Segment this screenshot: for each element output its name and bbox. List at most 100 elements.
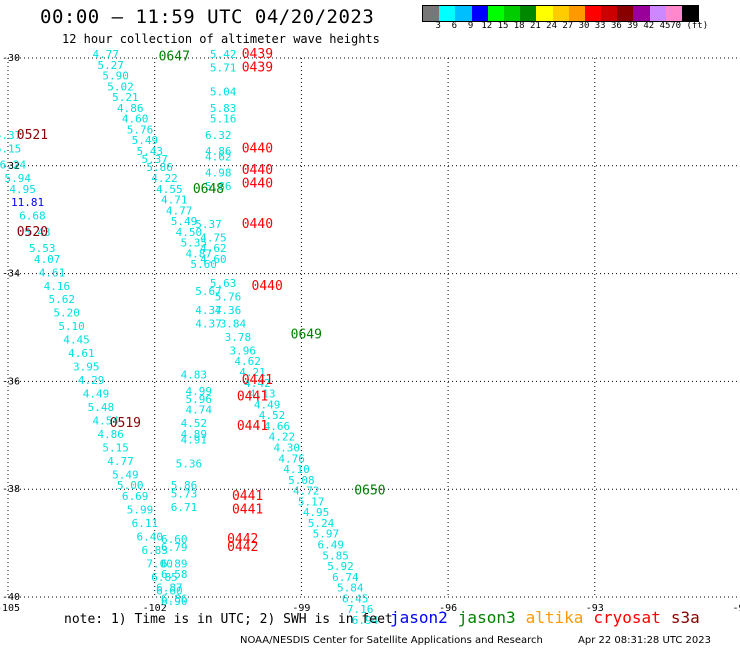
swh-value-label: 6.71 [171, 501, 198, 514]
swh-value-label: 5.02 [107, 80, 134, 93]
pass-time-label: 0440 [242, 176, 273, 191]
swh-value-label: 4.76 [278, 452, 305, 465]
swh-value-label: 5.35 [181, 237, 208, 250]
swh-value-label: 4.60 [122, 113, 149, 126]
swh-value-label: 5.76 [215, 291, 242, 304]
swh-value-label: 4.62 [205, 150, 232, 163]
swh-value-label: 6.15 [0, 142, 21, 155]
swh-value-label: 6.79 [161, 541, 188, 554]
colorbar-swatch [487, 6, 504, 21]
swh-value-label: 6.74 [332, 571, 359, 584]
swh-value-label: 4.61 [39, 266, 66, 279]
pass-time-label: 0440 [252, 279, 283, 294]
swh-value-label: 6.49 [317, 538, 344, 551]
lon-tick-label: -96 [439, 603, 457, 614]
swh-value-label: 6.87 [156, 582, 183, 595]
colorbar-tick: 36 [610, 21, 622, 31]
lon-tick-label: -102 [143, 603, 167, 614]
colorbar-swatch [584, 6, 602, 21]
colorbar-tick: 21 [529, 21, 541, 31]
swh-value-label: 4.07 [34, 253, 61, 266]
swh-value-label: 4.30 [273, 441, 300, 454]
swh-value-label: 4.95 [9, 183, 36, 196]
swh-value-label: 5.37 [141, 153, 168, 166]
legend-item-jason3: jason3 [457, 608, 516, 627]
pass-time-label: 0441 [237, 419, 268, 434]
swh-value-label: 4.10 [283, 463, 310, 476]
colorbar-swatch [682, 6, 699, 21]
swh-value-label: 4.77 [166, 204, 193, 217]
colorbar-tick: 27 [562, 21, 574, 31]
swh-value-label: 6.89 [161, 557, 188, 570]
colorbar-swatch [601, 6, 618, 21]
axis-labels: -105 -102 -99 -96 -93 -90 -30 -32 -34 -36 -38 -40 [0, 53, 740, 614]
swh-value-label: 4.74 [185, 404, 212, 417]
swh-value-label: 6.94 [352, 614, 379, 627]
swh-value-label: 5.83 [210, 102, 237, 115]
pass-time-label: 0647 [159, 50, 190, 65]
swh-value-label: 4.22 [269, 431, 296, 444]
pass-time-label: 0649 [291, 327, 322, 342]
swh-value-label: 5.24 [308, 517, 335, 530]
pass-time-label: 0441 [237, 389, 268, 404]
colorbar-swatch [471, 6, 488, 21]
swh-value-label: 5.84 [337, 582, 364, 595]
swh-value-label: 4.98 [205, 167, 232, 180]
swh-value-label: 3.95 [73, 361, 100, 374]
colorbar-tick: 24 [546, 21, 558, 31]
lat-tick-label: -38 [2, 484, 20, 495]
colorbar-swatch [665, 6, 682, 21]
colorbar-tick: 3 [435, 21, 441, 31]
swh-value-label: 5.49 [112, 468, 139, 481]
colorbar-swatch [633, 6, 650, 21]
legend-item-jason2: jason2 [390, 608, 448, 627]
timestamp-text: Apr 22 08:31:28 UTC 2023 [578, 635, 711, 646]
swh-value-label: 5.16 [210, 113, 237, 126]
footer-note: note: 1) Time is in UTC; 2) SWH is in fe… [64, 612, 393, 627]
swh-value-label: 4.55 [156, 183, 183, 196]
lon-tick-label: -90 [732, 603, 740, 614]
pass-time-label: 0440 [242, 217, 273, 232]
swh-value-label: 4.49 [83, 388, 110, 401]
swh-value-label: 4.99 [185, 385, 212, 398]
pass-time-label: 0441 [232, 502, 263, 517]
swh-value-label: 4.77 [93, 48, 120, 61]
lat-tick-label: -34 [2, 269, 20, 280]
pass-time-label: 0439 [242, 60, 273, 75]
swh-value-label: 7.00 [146, 557, 173, 570]
legend-item-cryosat: cryosat [593, 608, 661, 627]
swh-value-label: 5.60 [190, 258, 217, 271]
swh-value-label: 4.86 [97, 428, 124, 441]
swh-value-label: 6.11 [132, 517, 159, 530]
swh-value-label: 4.52 [259, 409, 286, 422]
swh-value-label: 5.49 [171, 215, 198, 228]
swh-value-label: 6.90 [161, 595, 188, 608]
map-subtitle: 12 hour collection of altimeter wave hei… [62, 32, 380, 46]
swh-value-label: 3.78 [225, 331, 252, 344]
swh-value-label: 5.86 [146, 161, 173, 174]
swh-value-label: 5.00 [117, 479, 144, 492]
graticule [7, 57, 740, 598]
pass-time-label: 0439 [242, 47, 273, 62]
colorbar-tick: 70 (ft) [670, 21, 709, 31]
swh-value-label: 5.99 [127, 503, 154, 516]
colorbar-swatch [649, 6, 666, 21]
swh-value-label: 5.15 [102, 441, 129, 454]
colorbar-tick: 42 [643, 21, 655, 31]
swh-value-label: 4.62 [234, 355, 261, 368]
swh-value-label: 4.86 [117, 102, 144, 115]
swh-value-label: 4.86 [205, 145, 232, 158]
swh-value-label: 5.21 [112, 91, 139, 104]
swh-value-label: 4.75 [200, 231, 227, 244]
swh-value-label: 6.68 [19, 210, 46, 223]
swh-value-label: 5.53 [29, 242, 56, 255]
pass-time-label: 0442 [227, 532, 258, 547]
swh-value-label: 4.91 [181, 433, 208, 446]
swh-value-label: 4.72 [293, 485, 320, 498]
swh-value-label: 5.42 [210, 48, 237, 61]
lat-tick-label: -40 [2, 592, 20, 603]
swh-value-label: 6.86 [161, 592, 188, 605]
swh-value-label: 5.86 [205, 180, 232, 193]
swh-value-label: 5.71 [210, 61, 237, 74]
swh-value-label: 6.83 [141, 544, 168, 557]
